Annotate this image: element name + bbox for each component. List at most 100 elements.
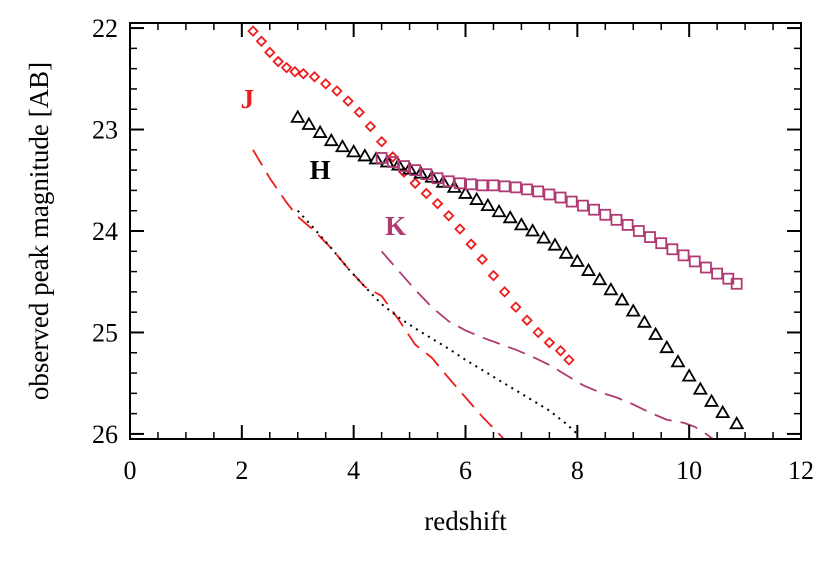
data-point-K-square: [688, 255, 701, 268]
series-label-J: J: [241, 84, 255, 114]
data-point-H-triangle: [715, 404, 731, 419]
data-point-J-diamond: [264, 46, 276, 59]
data-point-J-diamond: [375, 135, 388, 148]
data-point-H-triangle: [603, 282, 619, 296]
data-point-H-triangle: [592, 271, 608, 286]
data-point-K-square: [398, 160, 410, 172]
data-point-J-diamond: [510, 301, 522, 313]
data-point-H-triangle: [334, 138, 351, 153]
series-layer: [247, 25, 745, 439]
data-point-K-square: [644, 231, 656, 243]
series-labels: J H K: [241, 84, 406, 241]
data-point-H-triangle: [480, 197, 496, 212]
x-axis-label: redshift: [424, 506, 507, 536]
data-point-K-square: [375, 152, 388, 164]
data-point-J-diamond: [342, 95, 354, 107]
data-point-H-triangle: [636, 314, 652, 328]
data-point-K-square: [409, 164, 422, 177]
data-point-J-diamond: [431, 197, 444, 210]
data-point-K-square: [543, 188, 556, 201]
x-tick-label: 0: [124, 456, 137, 485]
data-point-H-triangle: [580, 262, 597, 276]
data-point-H-triangle: [290, 109, 306, 123]
data-point-K-square: [386, 156, 399, 168]
plot-frame: [129, 22, 802, 440]
x-tick-label: 8: [571, 456, 584, 485]
data-point-H-triangle: [703, 393, 720, 407]
data-point-J-diamond: [554, 344, 567, 357]
series-label-K: K: [385, 211, 406, 241]
data-point-K-square: [521, 183, 533, 196]
y-tick-label: 25: [92, 318, 118, 347]
y-tick-label: 22: [92, 14, 118, 43]
data-point-K-square: [532, 185, 545, 198]
data-point-H-triangle: [457, 185, 474, 199]
data-point-J-diamond: [272, 55, 284, 68]
data-point-J-diamond: [543, 336, 556, 349]
data-point-J-diamond: [387, 151, 399, 163]
data-point-H-triangle: [625, 303, 641, 317]
data-point-J-diamond: [442, 210, 455, 222]
data-point-H-triangle: [513, 217, 529, 231]
data-point-K-square: [588, 203, 601, 216]
data-point-K-square: [431, 172, 444, 185]
data-point-J-diamond: [498, 286, 511, 298]
data-point-K-square: [487, 179, 500, 192]
data-point-K-square: [700, 261, 712, 274]
data-point-J-diamond: [521, 314, 533, 327]
x-tick-label: 4: [347, 456, 360, 485]
data-point-K-square: [465, 178, 477, 191]
data-point-J-diamond: [465, 238, 477, 250]
model-line-K-dashed: [380, 250, 715, 439]
data-point-J-diamond: [353, 106, 366, 119]
data-point-K-square: [476, 179, 489, 192]
data-point-K-square: [498, 180, 511, 193]
x-tick-label: 12: [788, 456, 814, 485]
data-point-H-triangle: [670, 354, 686, 368]
data-point-J-diamond: [532, 326, 544, 339]
data-point-K-square: [599, 208, 612, 221]
data-point-K-square: [666, 243, 679, 256]
data-point-H-triangle: [301, 116, 317, 130]
data-point-K-square: [420, 168, 433, 181]
y-tick-label: 24: [92, 217, 118, 246]
data-point-J-diamond: [454, 223, 466, 235]
data-point-J-diamond: [476, 253, 489, 266]
data-point-H-triangle: [558, 245, 574, 259]
data-point-K-square: [711, 267, 724, 280]
data-point-K-square: [632, 225, 645, 237]
data-point-K-square: [565, 195, 578, 208]
data-point-J-diamond: [420, 187, 433, 200]
data-point-K-square: [655, 237, 668, 250]
x-tick-label: 6: [459, 456, 472, 485]
data-point-H-triangle: [729, 415, 745, 430]
data-point-H-triangle: [536, 230, 552, 244]
data-point-J-diamond: [319, 78, 332, 90]
data-point-J-diamond: [364, 120, 377, 133]
data-point-H-triangle: [502, 209, 518, 224]
data-point-J-diamond: [331, 85, 343, 97]
data-point-H-triangle: [357, 148, 373, 162]
data-point-H-triangle: [525, 223, 541, 237]
data-point-H-triangle: [659, 339, 675, 354]
data-point-H-triangle: [692, 381, 708, 395]
data-point-J-diamond: [409, 177, 421, 190]
data-point-K-square: [677, 249, 690, 262]
x-tick-label: 10: [676, 456, 702, 485]
model-line-H-dotted: [297, 210, 578, 435]
data-point-H-triangle: [312, 124, 328, 138]
data-point-K-square: [554, 191, 567, 204]
data-point-J-diamond: [280, 61, 293, 74]
data-point-H-triangle: [491, 203, 507, 218]
data-point-J-diamond: [289, 65, 301, 78]
data-point-K-square: [610, 213, 623, 226]
data-point-J-diamond: [308, 71, 321, 83]
data-point-J-diamond: [563, 354, 575, 366]
data-point-J-diamond: [487, 269, 500, 282]
series-label-H: H: [310, 155, 331, 185]
data-point-K-square: [621, 219, 634, 231]
data-point-H-triangle: [346, 144, 362, 158]
data-point-H-triangle: [547, 237, 563, 251]
